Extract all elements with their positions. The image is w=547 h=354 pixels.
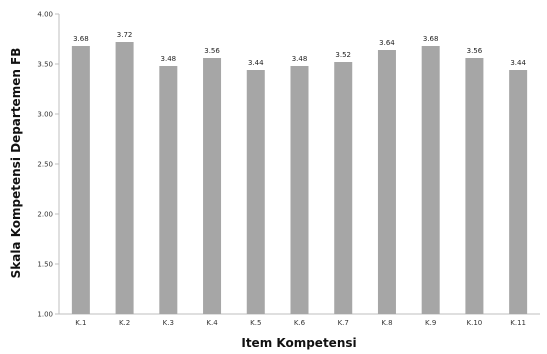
data-labels: 3.68 3.72 3.48 3.56 3.44 3.48 3.52 3.64 3.68 3.56… [73, 31, 526, 67]
bar-value-label: 3.56 [467, 47, 483, 55]
x-axis-title: Item Kompetensi [241, 336, 356, 350]
x-axis-ticks: K.1 K.2 K.3 K.4 K.5 K.6 K.7 K.8 K.9 K.10 K.11 [75, 319, 526, 327]
bar-value-label: 3.44 [510, 59, 526, 67]
bar-series [71, 42, 528, 314]
bar-k-10 [465, 58, 484, 314]
y-axis-title: Skala Kompetensi Departemen FB [9, 48, 23, 279]
bar-k-6 [290, 66, 309, 314]
bar-value-label: 3.52 [335, 51, 351, 59]
x-tick-label: K.4 [206, 319, 218, 327]
x-tick-label: K.7 [338, 319, 349, 327]
x-tick-label: K.6 [294, 319, 306, 327]
x-tick-label: K.5 [250, 319, 261, 327]
y-axis-ticks: 1.00 1.50 2.00 2.50 3.00 3.50 4.00 [37, 11, 59, 319]
bar-k-8 [377, 50, 396, 314]
bar-value-label: 3.44 [248, 59, 264, 67]
y-tick-label: 3.50 [37, 61, 53, 69]
y-tick-label: 1.50 [37, 261, 53, 269]
x-tick-label: K.9 [425, 319, 436, 327]
y-tick-label: 2.50 [37, 161, 53, 169]
x-tick-label: K.11 [510, 319, 526, 327]
bar-k-2 [115, 42, 134, 314]
y-tick-label: 2.00 [37, 211, 53, 219]
bar-k-3 [159, 66, 178, 314]
bar-k-4 [203, 58, 222, 314]
bar-k-9 [421, 46, 440, 314]
bar-k-7 [334, 62, 353, 314]
bar-k-1 [71, 46, 90, 314]
x-tick-label: K.1 [75, 319, 86, 327]
bar-value-label: 3.68 [423, 35, 439, 43]
y-tick-label: 4.00 [37, 11, 53, 19]
bar-k-5 [246, 70, 265, 314]
bar-value-label: 3.72 [117, 31, 133, 39]
x-tick-label: K.8 [381, 319, 392, 327]
x-tick-label: K.10 [467, 319, 483, 327]
x-tick-label: K.3 [163, 319, 174, 327]
bar-value-label: 3.48 [292, 55, 308, 63]
bar-value-label: 3.68 [73, 35, 89, 43]
bar-value-label: 3.48 [161, 55, 177, 63]
bar-k-11 [509, 70, 528, 314]
bar-value-label: 3.56 [204, 47, 220, 55]
y-tick-label: 3.00 [37, 111, 53, 119]
y-tick-label: 1.00 [37, 311, 53, 319]
x-tick-label: K.2 [119, 319, 130, 327]
bar-value-label: 3.64 [379, 39, 395, 47]
